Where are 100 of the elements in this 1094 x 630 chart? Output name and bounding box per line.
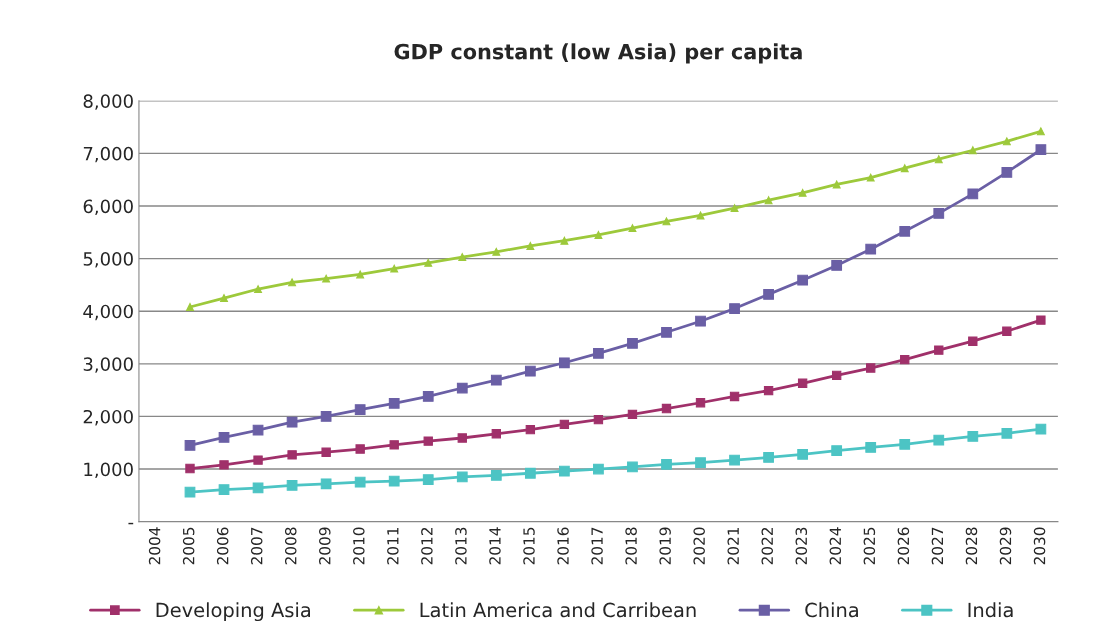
point: [729, 391, 740, 402]
x-tick-label: 2026: [897, 527, 910, 565]
y-tick-label: 1,000: [84, 462, 133, 478]
point: [253, 455, 263, 465]
point: [763, 289, 774, 300]
point: [320, 411, 332, 422]
point: [354, 404, 366, 415]
y-tick-label: 5,000: [83, 252, 133, 268]
y-tick-label: -: [128, 522, 134, 525]
point: [798, 188, 807, 197]
x-tick-label: 2006: [216, 527, 229, 565]
point: [866, 363, 876, 373]
point: [185, 463, 195, 474]
point: [1001, 166, 1013, 178]
point: [355, 444, 365, 454]
point: [458, 253, 467, 262]
point: [388, 475, 400, 487]
point: [934, 155, 943, 164]
x-tick-label: 2012: [421, 528, 433, 565]
point: [627, 337, 638, 349]
point: [184, 439, 196, 451]
x-tick-label: 2021: [727, 527, 739, 565]
point: [593, 347, 604, 359]
point: [865, 243, 877, 255]
point: [763, 385, 774, 396]
point: [797, 274, 809, 286]
point: [356, 270, 365, 279]
point: [968, 146, 977, 155]
point: [1036, 315, 1046, 325]
point: [184, 486, 196, 498]
point: [491, 429, 501, 439]
point: [286, 479, 298, 491]
point: [525, 424, 536, 435]
point: [218, 484, 230, 495]
point: [254, 285, 263, 294]
point: [390, 264, 399, 273]
point: [661, 403, 672, 414]
x-tick-label: 2024: [829, 527, 842, 565]
point: [220, 294, 229, 303]
x-tick-label: 2022: [761, 528, 774, 565]
point: [763, 452, 774, 463]
point: [457, 433, 467, 443]
point: [832, 180, 841, 189]
point: [1001, 427, 1013, 439]
point: [492, 247, 501, 256]
x-tick-label: 2023: [795, 527, 808, 565]
point: [490, 469, 502, 481]
point: [424, 258, 433, 267]
point: [899, 225, 911, 237]
point: [422, 474, 434, 485]
point: [899, 438, 911, 450]
point: [456, 382, 468, 394]
y-tick-label: 7,000: [83, 146, 133, 163]
point: [321, 447, 331, 457]
point: [288, 278, 297, 287]
point: [933, 207, 945, 219]
x-tick-label: 2010: [353, 527, 365, 565]
point: [730, 204, 739, 213]
point: [354, 476, 366, 488]
point: [1035, 144, 1047, 156]
point: [287, 450, 297, 460]
point: [559, 419, 570, 430]
point: [627, 409, 638, 420]
x-tick-label: 2017: [591, 527, 603, 565]
point: [934, 345, 944, 355]
point: [968, 336, 978, 346]
point: [865, 442, 877, 453]
y-tick-label: 8,000: [83, 94, 133, 110]
point: [524, 467, 536, 479]
point: [900, 164, 909, 173]
point: [764, 196, 773, 205]
point: [933, 434, 945, 446]
legend-label: China: [805, 602, 858, 618]
x-tick-label: 2016: [557, 527, 569, 565]
x-tick-label: 2009: [319, 527, 331, 565]
y-tick-label: 2,000: [83, 409, 133, 426]
point: [695, 457, 706, 469]
point: [526, 242, 535, 250]
point: [967, 188, 979, 200]
x-tick-label: 2014: [489, 527, 501, 565]
point: [628, 224, 637, 233]
x-tick-label: 2018: [625, 527, 637, 565]
x-tick-label: 2020: [693, 527, 705, 565]
x-tick-label: 2025: [863, 527, 876, 565]
point: [729, 454, 740, 466]
point: [1035, 423, 1047, 435]
point: [560, 236, 569, 245]
x-tick-label: 2004: [148, 527, 161, 565]
point: [322, 274, 331, 283]
point: [831, 370, 842, 381]
legend-label: India: [968, 602, 1013, 618]
legend-label: Developing Asia: [156, 602, 310, 622]
x-tick-label: 2011: [387, 527, 399, 565]
y-tick-label: 3,000: [83, 357, 133, 373]
x-tick-label: 2005: [182, 527, 195, 565]
point: [1002, 137, 1011, 146]
x-tick-label: 2007: [250, 527, 263, 565]
x-tick-label: 2013: [455, 527, 467, 565]
point: [797, 378, 808, 388]
x-tick-label: 2027: [931, 527, 944, 565]
